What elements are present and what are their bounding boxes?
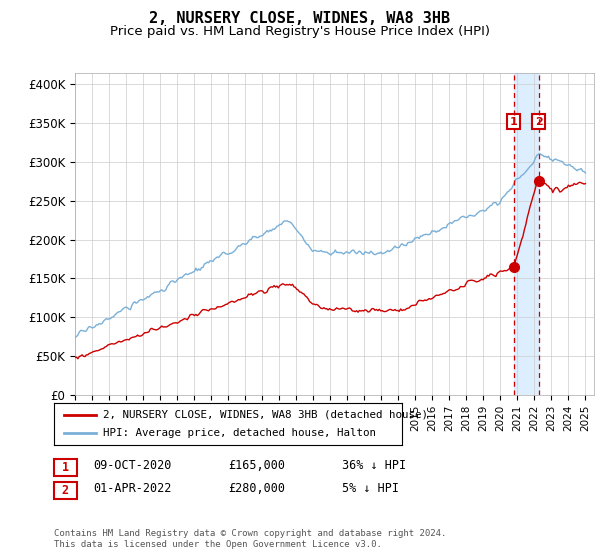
Text: 1: 1	[510, 116, 518, 127]
Text: Contains HM Land Registry data © Crown copyright and database right 2024.
This d: Contains HM Land Registry data © Crown c…	[54, 529, 446, 549]
Text: 5% ↓ HPI: 5% ↓ HPI	[342, 482, 399, 496]
Text: 2: 2	[535, 116, 542, 127]
Text: £165,000: £165,000	[228, 459, 285, 473]
Text: £280,000: £280,000	[228, 482, 285, 496]
Text: 09-OCT-2020: 09-OCT-2020	[93, 459, 172, 473]
Text: 1: 1	[62, 461, 69, 474]
Text: 36% ↓ HPI: 36% ↓ HPI	[342, 459, 406, 473]
Text: 2, NURSERY CLOSE, WIDNES, WA8 3HB (detached house): 2, NURSERY CLOSE, WIDNES, WA8 3HB (detac…	[103, 410, 428, 420]
Text: 2: 2	[62, 484, 69, 497]
Bar	[514, 73, 539, 395]
Text: 2, NURSERY CLOSE, WIDNES, WA8 3HB: 2, NURSERY CLOSE, WIDNES, WA8 3HB	[149, 11, 451, 26]
Text: Price paid vs. HM Land Registry's House Price Index (HPI): Price paid vs. HM Land Registry's House …	[110, 25, 490, 38]
Text: HPI: Average price, detached house, Halton: HPI: Average price, detached house, Halt…	[103, 428, 376, 438]
Text: 01-APR-2022: 01-APR-2022	[93, 482, 172, 496]
